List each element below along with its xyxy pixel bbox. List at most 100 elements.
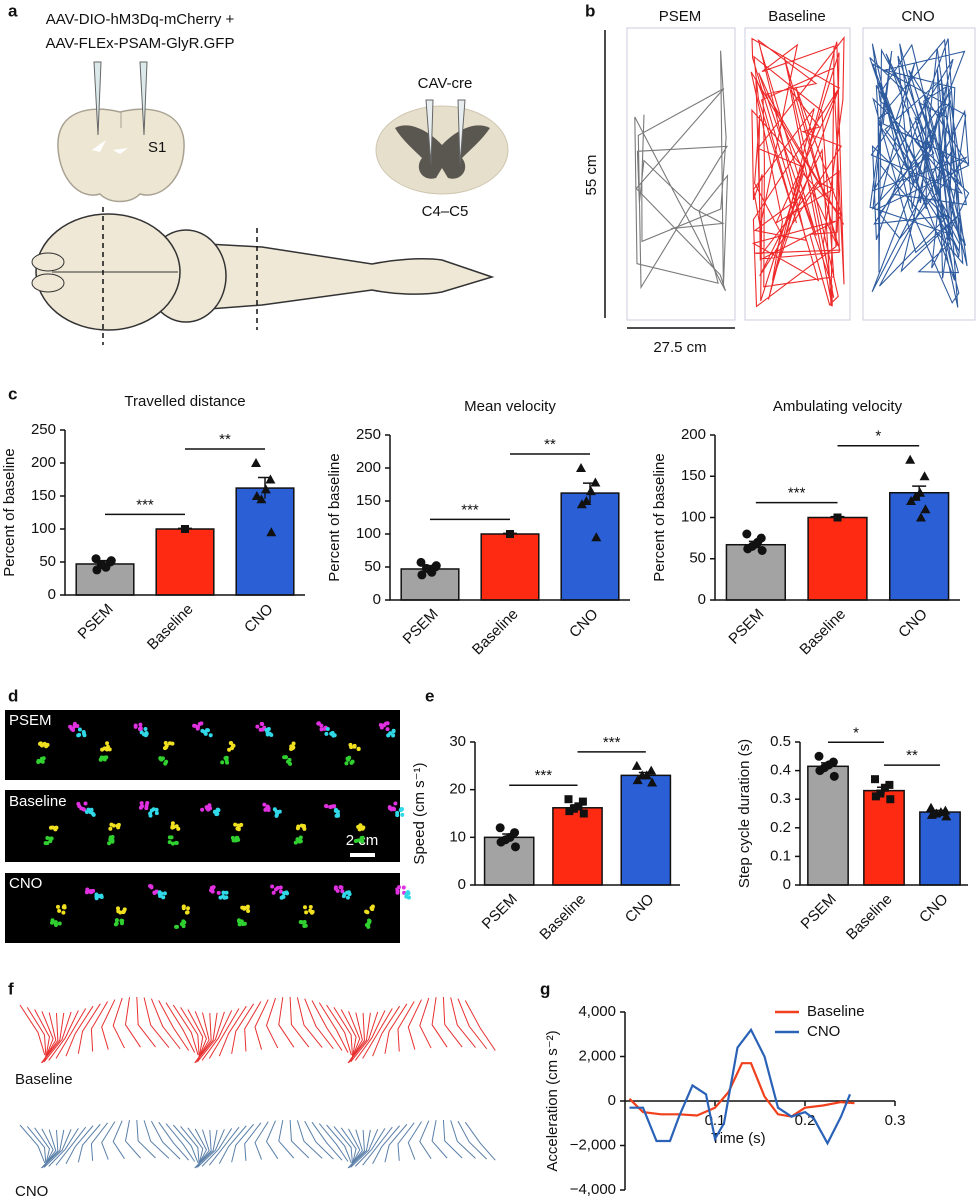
y-tick-label: 150 [31,487,56,504]
stick [43,1129,72,1168]
paw-dot [349,745,354,750]
paw-dot [148,813,153,818]
paw-dot [77,727,82,732]
paw-dot [295,826,300,831]
stick [311,1121,343,1161]
stick [397,1122,415,1161]
point [905,454,916,464]
y-tick-label: 10 [449,828,466,845]
paw-dot [162,746,167,751]
paw-dot [325,727,330,732]
paw-dot [218,895,223,900]
paw-dot [98,757,103,762]
paw-dot [356,747,361,752]
stick [136,1119,156,1159]
x-tick-label: PSEM [798,891,840,933]
y-tick-label: 250 [31,421,56,438]
point [833,513,842,522]
paw-dot [169,835,174,840]
stick [348,1129,371,1169]
paw-dot [144,731,149,736]
stick [55,1008,87,1059]
stick [326,1004,352,1056]
stick [48,1010,79,1061]
paw-dot [229,741,234,746]
paw-dot [283,755,288,760]
paw-dot [245,904,250,909]
arena [744,27,851,321]
stick [372,1125,400,1164]
paw-dot [383,721,388,726]
brain-section [57,108,185,203]
paw-dot [105,741,110,746]
paw-dot [57,908,62,913]
paw-dot [202,730,207,735]
paw-dot [302,920,307,925]
image-frame [5,873,400,943]
paw-dot [100,747,105,752]
stick [350,1129,379,1168]
paw-dot [41,756,46,761]
y-tick-label: 0 [783,876,791,893]
stick [347,1012,365,1064]
paw-dot [45,841,50,846]
y-tick-label: 0.4 [770,762,791,779]
stick [136,996,156,1048]
image-frame [5,710,400,780]
paw-dot [72,724,77,729]
y-tick-label: 100 [31,520,56,537]
paw-dot [236,827,241,832]
paw-dot [108,826,113,831]
paw-dot [185,910,190,915]
significance-label: *** [535,767,553,784]
condition-label: PSEM [9,712,52,729]
stick [124,997,141,1048]
stick [158,1121,190,1161]
point [926,809,937,819]
paw-dot [304,910,309,915]
paw-dot [272,807,277,812]
paw-dot [352,744,357,749]
significance-label: *** [603,734,621,751]
bar [480,533,540,601]
point [646,765,657,775]
y-tick-label: 150 [356,492,381,509]
y-tick-label: 200 [356,459,381,476]
paw-dot [302,905,307,910]
paw-dot [260,722,265,727]
paw-dot [175,924,180,929]
stick [187,1127,204,1166]
paw-dot [367,919,372,924]
panel-letter: d [8,686,18,705]
y-tick-label: 50 [364,558,381,575]
stick [34,1009,50,1060]
axis-line [799,742,968,886]
y-tick-label: 50 [39,553,56,570]
stick [165,1002,196,1053]
paw-dot [322,726,327,731]
paw-dot [359,837,364,842]
paw-dot [344,761,349,766]
needle [457,99,466,166]
stick [101,999,116,1050]
paw-dot [335,888,340,893]
point [564,795,573,804]
stick [340,1009,357,1060]
y-axis-label: Percent of baseline [326,453,343,581]
needle [139,61,148,136]
stick [143,997,170,1048]
stick [347,1129,365,1169]
bar [620,774,672,886]
paw-dot [220,760,225,765]
stick [384,1123,408,1163]
stick [289,1119,310,1159]
point [906,496,917,505]
paw-dot [170,821,175,826]
paw-dot [50,825,55,830]
stick [65,1005,94,1057]
stick [244,1001,262,1052]
paw-dot [330,804,335,809]
paw-dot [298,835,303,840]
x-tick-label: 0.3 [885,1112,906,1129]
paw-dot [119,921,124,926]
